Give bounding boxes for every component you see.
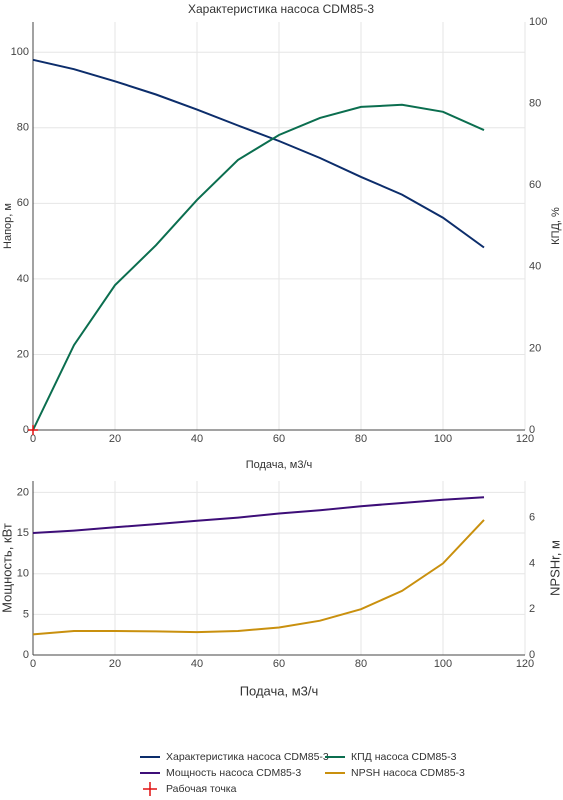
y-tick-label: 15	[17, 527, 29, 539]
x-tick-label: 120	[516, 658, 534, 670]
y2-tick-label: 6	[529, 512, 535, 524]
marker	[28, 425, 38, 435]
x-tick-label: 100	[434, 658, 452, 670]
y-axis-label: Напор, м	[2, 203, 14, 249]
y2-tick-label: 2	[529, 603, 535, 615]
series-line	[32, 103, 485, 431]
y2-tick-label: 60	[529, 179, 541, 191]
y2-tick-label: 0	[529, 424, 535, 436]
legend-label: Мощность насоса CDM85-3	[166, 767, 301, 779]
series-line	[32, 58, 485, 249]
y2-tick-label: 100	[529, 16, 547, 28]
y-tick-label: 0	[23, 649, 29, 661]
x-tick-label: 80	[355, 658, 367, 670]
y2-tick-label: 4	[529, 557, 535, 569]
x-tick-label: 20	[109, 658, 121, 670]
y-tick-label: 10	[17, 568, 29, 580]
legend-label: Рабочая точка	[166, 783, 237, 795]
y-tick-label: 80	[17, 122, 29, 134]
x-tick-label: 120	[516, 433, 534, 445]
y2-axis-label: КПД, %	[550, 207, 562, 245]
legend-label: КПД насоса CDM85-3	[351, 751, 457, 763]
legend-marker	[143, 782, 157, 796]
y-tick-label: 100	[11, 46, 29, 58]
y-tick-label: 60	[17, 197, 29, 209]
legend-label: NPSH насоса CDM85-3	[351, 767, 465, 779]
y2-tick-label: 20	[529, 342, 541, 354]
series-line	[32, 496, 485, 534]
x-tick-label: 0	[30, 658, 36, 670]
x-tick-label: 80	[355, 433, 367, 445]
x-tick-label: 60	[273, 658, 285, 670]
y-tick-label: 0	[23, 424, 29, 436]
x-tick-label: 40	[191, 433, 203, 445]
x-tick-label: 20	[109, 433, 121, 445]
y-tick-label: 5	[23, 608, 29, 620]
x-tick-label: 0	[30, 433, 36, 445]
legend-label: Характеристика насоса CDM85-3	[166, 751, 329, 763]
y-axis-label: Мощность, кВт	[0, 523, 14, 613]
x-tick-label: 60	[273, 433, 285, 445]
x-axis-label: Подача, м3/ч	[240, 683, 319, 698]
y2-axis-label: NPSHr, м	[547, 540, 562, 596]
x-tick-label: 100	[434, 433, 452, 445]
x-axis-label: Подача, м3/ч	[246, 459, 313, 471]
y-tick-label: 40	[17, 273, 29, 285]
chart-title: Характеристика насоса CDM85-3	[188, 2, 374, 16]
y2-tick-label: 0	[529, 649, 535, 661]
x-tick-label: 40	[191, 658, 203, 670]
y-tick-label: 20	[17, 348, 29, 360]
series-line	[32, 519, 485, 636]
y2-tick-label: 40	[529, 261, 541, 273]
y-tick-label: 20	[17, 486, 29, 498]
y2-tick-label: 80	[529, 98, 541, 110]
